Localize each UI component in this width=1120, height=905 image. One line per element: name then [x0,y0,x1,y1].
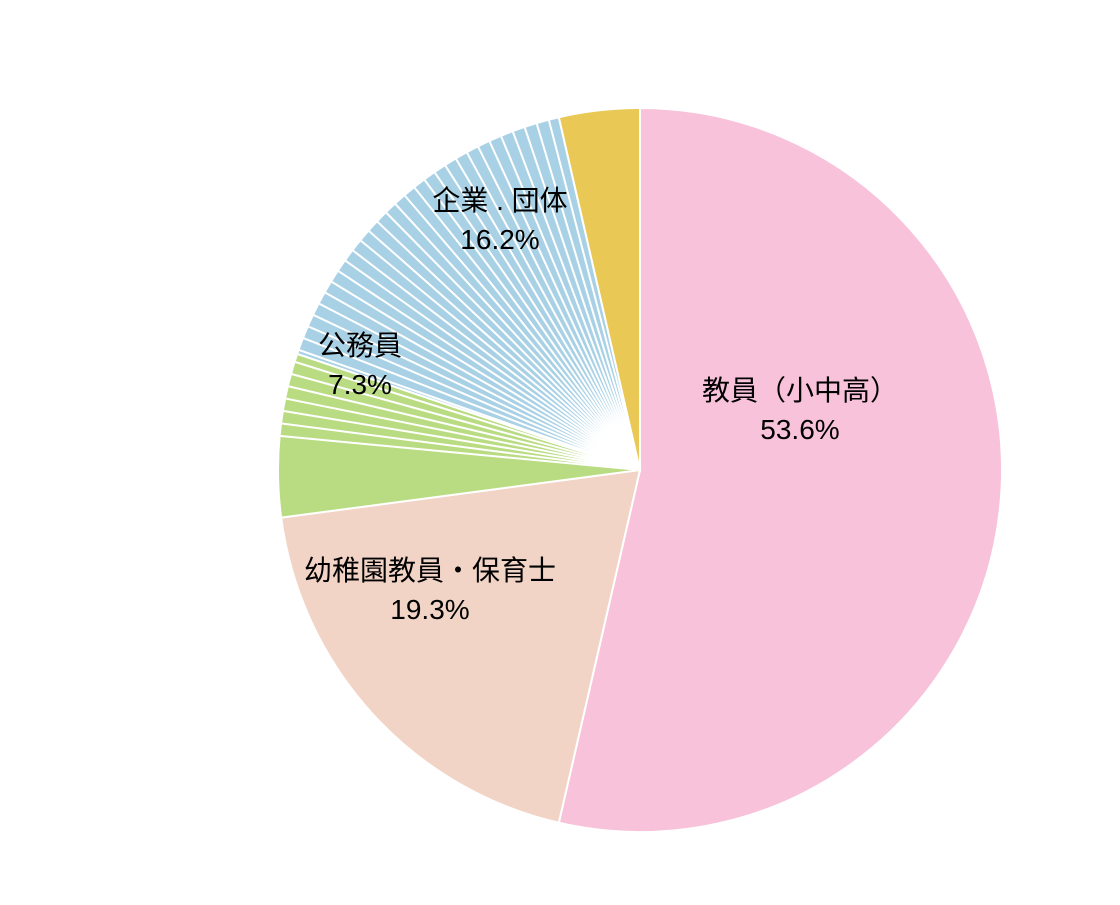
slice-label: 幼稚園教員・保育士19.3% [304,551,556,629]
slice-label-name: 企業 . 団体 [432,181,567,220]
slice-label: 公務員7.3% [318,326,402,404]
slice-label-pct: 19.3% [304,590,556,629]
slice-label-name: 教員（小中高） [702,371,898,410]
slice-label: 企業 . 団体16.2% [432,181,567,259]
slice-label-pct: 16.2% [432,220,567,259]
pie-chart-container: 教員（小中高）53.6% 幼稚園教員・保育士19.3% 公務員7.3% 企業 . 団体… [0,0,1120,900]
slice-label: 教員（小中高）53.6% [702,371,898,449]
pie-chart-svg [0,0,1120,900]
slice-label-name: 幼稚園教員・保育士 [304,551,556,590]
slice-label-name: 公務員 [318,326,402,365]
slice-label-pct: 53.6% [702,410,898,449]
slice-label-pct: 7.3% [318,365,402,404]
